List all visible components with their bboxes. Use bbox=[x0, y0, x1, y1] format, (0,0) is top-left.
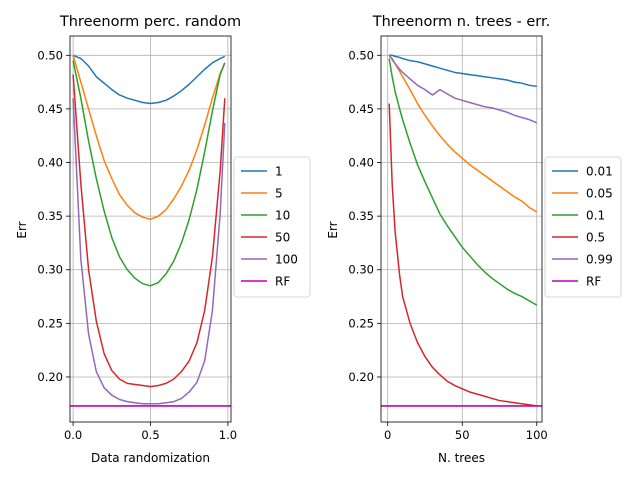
x-tick-label: 0.0 bbox=[64, 428, 82, 442]
legend-label: 50 bbox=[275, 231, 290, 245]
legend-label: 0.05 bbox=[586, 187, 613, 201]
left-chart-ylabel: Err bbox=[15, 221, 29, 238]
legend: 0.01 0.05 0.1 0.5 0.99 RF bbox=[544, 156, 622, 298]
y-tick-label: 0.35 bbox=[348, 209, 374, 223]
y-tick-label: 0.50 bbox=[348, 48, 374, 62]
legend-label: 100 bbox=[275, 253, 298, 267]
y-tick-label: 0.25 bbox=[348, 316, 374, 330]
series-line-0.99 bbox=[388, 54, 538, 124]
y-tick-label: 0.35 bbox=[37, 209, 63, 223]
right-chart-title: Threenorm n. trees - err. bbox=[372, 14, 550, 30]
x-tick-label: 50 bbox=[455, 428, 470, 442]
x-tick-label: 1.0 bbox=[219, 428, 237, 442]
y-tick-label: 0.40 bbox=[348, 156, 374, 170]
legend-label: RF bbox=[586, 275, 601, 289]
legend-box bbox=[233, 156, 311, 298]
y-tick-label: 0.45 bbox=[37, 102, 63, 116]
series-line-1 bbox=[72, 54, 226, 105]
series-line-0.01 bbox=[389, 54, 537, 88]
y-tick-label: 0.45 bbox=[348, 102, 374, 116]
x-tick-label: 0 bbox=[384, 428, 391, 442]
left-chart-title: Threenorm perc. random bbox=[59, 14, 241, 30]
axes-frame bbox=[69, 35, 232, 423]
series-line-0.5 bbox=[388, 103, 537, 407]
y-tick-label: 0.20 bbox=[348, 370, 374, 384]
y-tick-label: 0.30 bbox=[37, 263, 63, 277]
legend-label: RF bbox=[275, 275, 290, 289]
y-tick-label: 0.20 bbox=[37, 370, 63, 384]
series-line-0.1 bbox=[388, 58, 538, 306]
y-tick-label: 0.50 bbox=[37, 48, 63, 62]
legend-label: 5 bbox=[275, 187, 283, 201]
series-line-100 bbox=[72, 98, 226, 405]
legend-label: 0.99 bbox=[586, 253, 613, 267]
y-tick-label: 0.40 bbox=[37, 156, 63, 170]
legend: 1 5 10 50 100 RF bbox=[233, 156, 311, 298]
x-tick-label: 0.5 bbox=[141, 428, 159, 442]
legend-label: 0.1 bbox=[586, 209, 605, 223]
series-line-10 bbox=[72, 60, 226, 287]
series-line-50 bbox=[72, 74, 226, 388]
legend-box bbox=[544, 156, 622, 298]
axes-frame bbox=[380, 35, 543, 423]
left-chart-xlabel: Data randomization bbox=[91, 451, 210, 465]
legend-label: 1 bbox=[275, 165, 283, 179]
x-tick-label: 100 bbox=[526, 428, 548, 442]
right-chart-panel: Threenorm n. trees - err. N. trees Err 0… bbox=[326, 14, 622, 465]
series-line-5 bbox=[72, 55, 226, 221]
left-chart-panel: Threenorm perc. random Data randomizatio… bbox=[15, 14, 311, 465]
legend-label: 0.01 bbox=[586, 165, 613, 179]
y-tick-label: 0.30 bbox=[348, 263, 374, 277]
legend-label: 10 bbox=[275, 209, 290, 223]
legend-label: 0.5 bbox=[586, 231, 605, 245]
series-line-0.05 bbox=[388, 54, 538, 213]
right-chart-ylabel: Err bbox=[326, 221, 340, 238]
right-chart-xlabel: N. trees bbox=[438, 451, 485, 465]
y-tick-label: 0.25 bbox=[37, 316, 63, 330]
